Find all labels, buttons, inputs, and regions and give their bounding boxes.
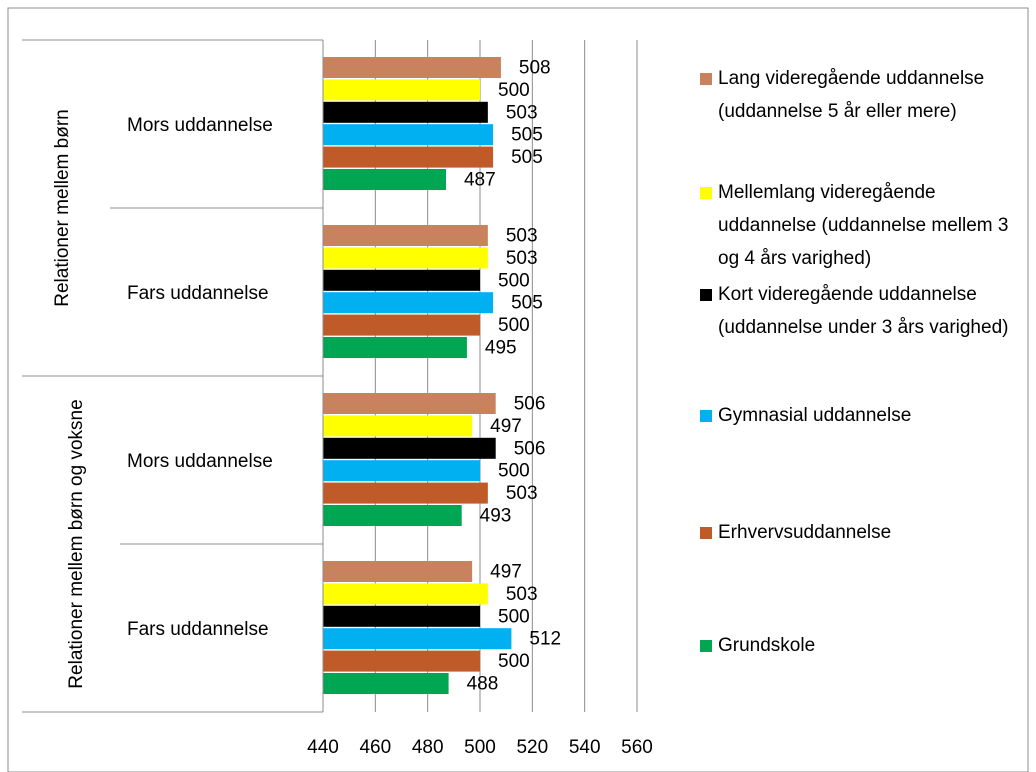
legend-swatch — [700, 289, 712, 301]
bar — [323, 437, 496, 459]
legend-label: Gymnasial uddannelse — [718, 405, 912, 426]
value-label: 497 — [490, 562, 522, 583]
legend-swatch — [700, 187, 712, 199]
value-label: 503 — [506, 584, 538, 605]
value-label: 503 — [506, 483, 538, 504]
legend-label: Lang videregående uddannelse (uddannelse… — [718, 68, 985, 122]
group-label: Relationer mellem børn og voksne — [65, 399, 87, 689]
legend-swatch — [700, 640, 712, 652]
value-label: 500 — [498, 80, 530, 101]
value-label: 503 — [506, 226, 538, 247]
value-label: 493 — [480, 506, 512, 527]
value-label: 506 — [514, 394, 546, 415]
bar — [323, 393, 496, 414]
bar — [323, 169, 446, 190]
legend-swatch — [700, 410, 712, 422]
x-tick-label: 440 — [307, 737, 339, 758]
bar — [323, 561, 473, 582]
value-label: 505 — [511, 147, 543, 168]
bar — [323, 460, 480, 482]
bar — [323, 505, 462, 526]
bar — [323, 57, 501, 78]
bar — [323, 124, 494, 146]
bar — [323, 583, 488, 605]
x-tick-label: 500 — [464, 737, 496, 758]
bar — [323, 628, 512, 650]
value-label: 500 — [498, 606, 530, 627]
bar — [323, 650, 480, 672]
value-label: 503 — [506, 248, 538, 269]
bar — [323, 337, 467, 358]
bar — [323, 225, 488, 246]
x-tick-label: 540 — [569, 737, 601, 758]
legend-item: Grundskole — [700, 629, 1030, 662]
category-label: Mors uddannelse — [127, 115, 273, 136]
x-tick-label: 560 — [621, 737, 653, 758]
value-label: 500 — [498, 315, 530, 336]
x-tick-label: 480 — [412, 737, 444, 758]
legend-swatch — [700, 527, 712, 539]
value-label: 500 — [498, 461, 530, 482]
legend-item: Kort videregående uddannelse (uddannelse… — [700, 278, 1030, 344]
bar — [323, 79, 480, 101]
value-label: 505 — [511, 293, 543, 314]
legend-item: Erhvervsuddannelse — [700, 516, 1030, 549]
legend-item: Lang videregående uddannelse (uddannelse… — [700, 62, 1030, 128]
value-label: 488 — [467, 674, 499, 695]
value-label: 508 — [519, 58, 551, 79]
group-label: Relationer mellem børn — [51, 109, 73, 307]
legend-label: Grundskole — [718, 635, 816, 656]
bar — [323, 605, 480, 627]
bar — [323, 415, 473, 437]
value-label: 505 — [511, 125, 543, 146]
bar — [323, 247, 488, 269]
value-label: 500 — [498, 651, 530, 672]
value-label: 500 — [498, 270, 530, 291]
category-label: Fars uddannelse — [127, 619, 269, 640]
bar — [323, 314, 480, 336]
value-label: 487 — [464, 170, 496, 191]
x-tick-label: 460 — [359, 737, 391, 758]
value-label: 497 — [490, 416, 522, 437]
legend-label: Mellemlang videregående uddannelse (udda… — [718, 182, 1009, 269]
value-label: 506 — [514, 438, 546, 459]
bar — [323, 482, 488, 504]
category-label: Fars uddannelse — [127, 283, 269, 304]
legend-swatch — [700, 73, 712, 85]
category-label: Mors uddannelse — [127, 451, 273, 472]
bar — [323, 673, 449, 694]
x-tick-label: 520 — [516, 737, 548, 758]
legend-label: Kort videregående uddannelse (uddannelse… — [718, 284, 1009, 338]
value-label: 495 — [485, 338, 517, 359]
bar — [323, 101, 488, 123]
frame — [7, 7, 1029, 772]
bar — [323, 269, 480, 291]
value-label: 512 — [529, 629, 561, 650]
value-label: 503 — [506, 102, 538, 123]
legend-item: Mellemlang videregående uddannelse (udda… — [700, 176, 1030, 275]
bar — [323, 146, 494, 168]
legend-label: Erhvervsuddannelse — [718, 522, 892, 543]
bar — [323, 292, 494, 314]
legend-item: Gymnasial uddannelse — [700, 399, 1030, 432]
